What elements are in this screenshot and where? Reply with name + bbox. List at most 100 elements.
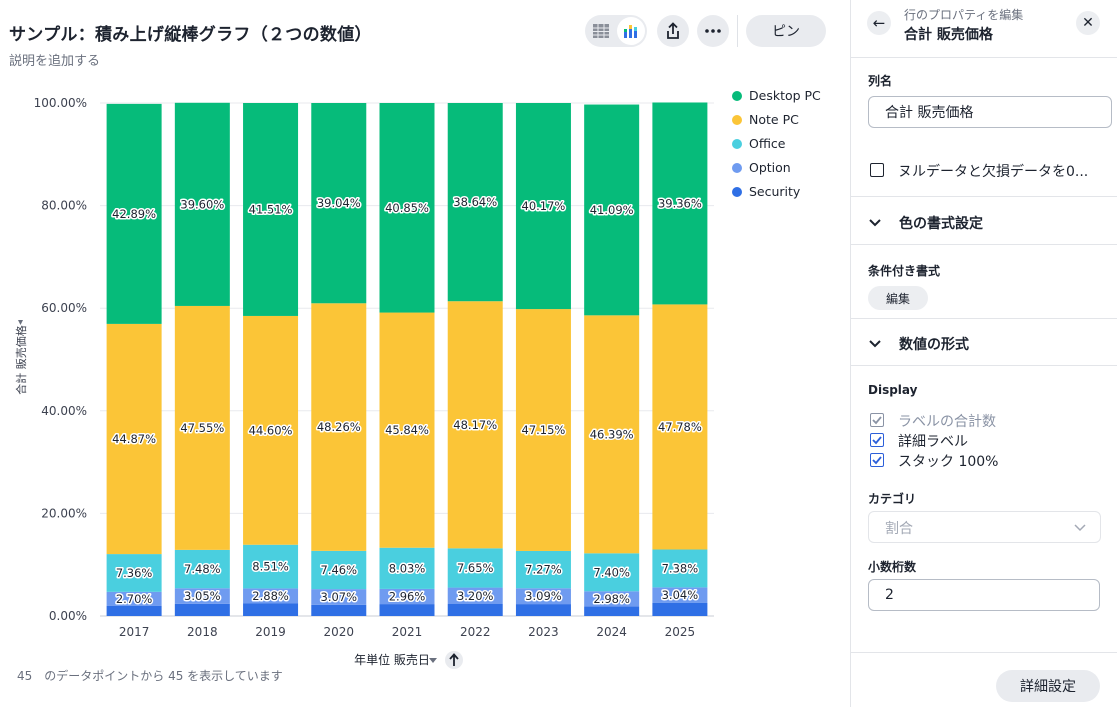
legend-item: Security (749, 184, 801, 199)
category-select: 割合 (868, 511, 1101, 543)
bar-segment (652, 602, 708, 616)
bar-segment (584, 606, 640, 616)
data-label: 39.36% (658, 196, 702, 210)
bar-segment (584, 104, 640, 316)
more-icon (705, 29, 721, 33)
bar-segment (379, 547, 435, 589)
bar-segment (243, 315, 299, 545)
detail-label-checkbox[interactable] (870, 433, 884, 447)
chart-view-button[interactable] (617, 17, 645, 45)
data-label: 45.84% (385, 423, 429, 437)
x-tick-label: 2025 (665, 625, 696, 639)
color-format-label: 色の書式設定 (899, 216, 983, 232)
x-tick-label: 2021 (392, 625, 423, 639)
decimals-label: 小数桁数 (868, 560, 917, 574)
y-tick-label: 0.00% (49, 609, 87, 623)
bar-segment (243, 544, 299, 589)
x-tick-label: 2017 (119, 625, 150, 639)
data-label: 48.26% (317, 420, 361, 434)
data-label: 46.39% (590, 427, 634, 441)
bar-segment (106, 323, 162, 555)
data-label: 47.15% (522, 423, 566, 437)
bar-segment (447, 103, 503, 302)
column-name-input[interactable]: 合計 販売価格 (868, 96, 1112, 128)
x-tick-label: 2020 (324, 625, 355, 639)
bar-segment (174, 588, 230, 604)
total-label-text: ラベルの合計数 (898, 414, 996, 430)
data-label: 7.27% (525, 563, 562, 577)
data-label: 2.88% (252, 589, 289, 603)
legend-item: Note PC (749, 112, 799, 127)
advanced-settings-button[interactable]: 詳細設定 (996, 670, 1100, 702)
data-label: 3.09% (525, 589, 562, 603)
data-label: 40.85% (385, 201, 429, 215)
more-options-button[interactable] (697, 15, 729, 47)
legend-marker (732, 187, 742, 197)
chevron-down-icon (869, 219, 881, 227)
bar-chart-icon (624, 25, 637, 38)
data-label: 39.60% (180, 197, 224, 211)
x-tick-label: 2018 (187, 625, 218, 639)
data-label: 7.40% (593, 565, 630, 579)
data-label: 44.87% (112, 432, 156, 446)
data-label: 7.36% (116, 566, 153, 580)
data-label: 3.04% (662, 588, 699, 602)
close-button[interactable]: ✕ (1076, 11, 1100, 35)
bar-segment (311, 103, 367, 304)
data-label: 3.20% (457, 589, 494, 603)
close-icon: ✕ (1082, 15, 1094, 31)
category-label: カテゴリ (868, 492, 917, 506)
y-tick-label: 40.00% (41, 404, 87, 418)
category-value: 割合 (885, 521, 913, 537)
divider (851, 244, 1117, 245)
null-data-label: ヌルデータと欠損データを0... (898, 164, 1089, 180)
data-label: 41.51% (249, 202, 293, 216)
bar-segment (243, 603, 299, 616)
bar-segment (447, 587, 503, 604)
chevron-down-icon (1074, 524, 1086, 532)
share-icon (667, 22, 679, 39)
color-format-section[interactable]: 色の書式設定 (868, 213, 983, 233)
data-label: 39.04% (317, 196, 361, 210)
bar-segment (652, 102, 708, 305)
bar-segment (106, 605, 162, 616)
divider (851, 365, 1117, 366)
bar-segment (652, 304, 708, 550)
caret-down-icon (429, 658, 437, 663)
bar-segment (584, 315, 640, 554)
legend-marker (732, 163, 742, 173)
y-axis-label: 合計 販売価格 (14, 325, 28, 395)
total-label-checkbox (870, 413, 884, 427)
edit-conditional-button[interactable]: 編集 (868, 286, 928, 310)
conditional-format-label: 条件付き書式 (868, 264, 941, 278)
legend-marker (732, 139, 742, 149)
bar-segment (447, 548, 503, 588)
bar-segment (447, 301, 503, 549)
pin-button[interactable]: ピン (746, 15, 826, 47)
bar-segment (584, 553, 640, 592)
stack-100-checkbox[interactable] (870, 453, 884, 467)
bar-segment (515, 550, 571, 589)
divider (851, 57, 1117, 58)
number-format-section[interactable]: 数値の形式 (868, 334, 969, 354)
stack-100-text: スタック 100% (898, 454, 999, 470)
table-icon (593, 24, 609, 38)
decimals-input[interactable]: 2 (868, 579, 1100, 611)
data-label: 41.09% (590, 203, 634, 217)
bar-segment (515, 103, 571, 310)
data-label: 7.65% (457, 561, 494, 575)
bar-segment (515, 604, 571, 616)
null-data-checkbox[interactable] (870, 163, 884, 177)
data-label: 2.70% (116, 592, 153, 606)
y-tick-label: 80.00% (41, 199, 87, 213)
chart-description[interactable]: 説明を追加する (9, 54, 101, 69)
data-label: 7.48% (184, 562, 221, 576)
back-button[interactable]: ← (867, 11, 891, 35)
divider (851, 652, 1117, 653)
bar-segment (379, 604, 435, 616)
table-view-button[interactable] (587, 17, 615, 45)
share-button[interactable] (657, 15, 689, 47)
toolbar-divider (737, 15, 738, 47)
chart-title[interactable]: サンプル：積み上げ縦棒グラフ（２つの数値） (9, 25, 372, 45)
data-label: 2.96% (389, 590, 426, 604)
